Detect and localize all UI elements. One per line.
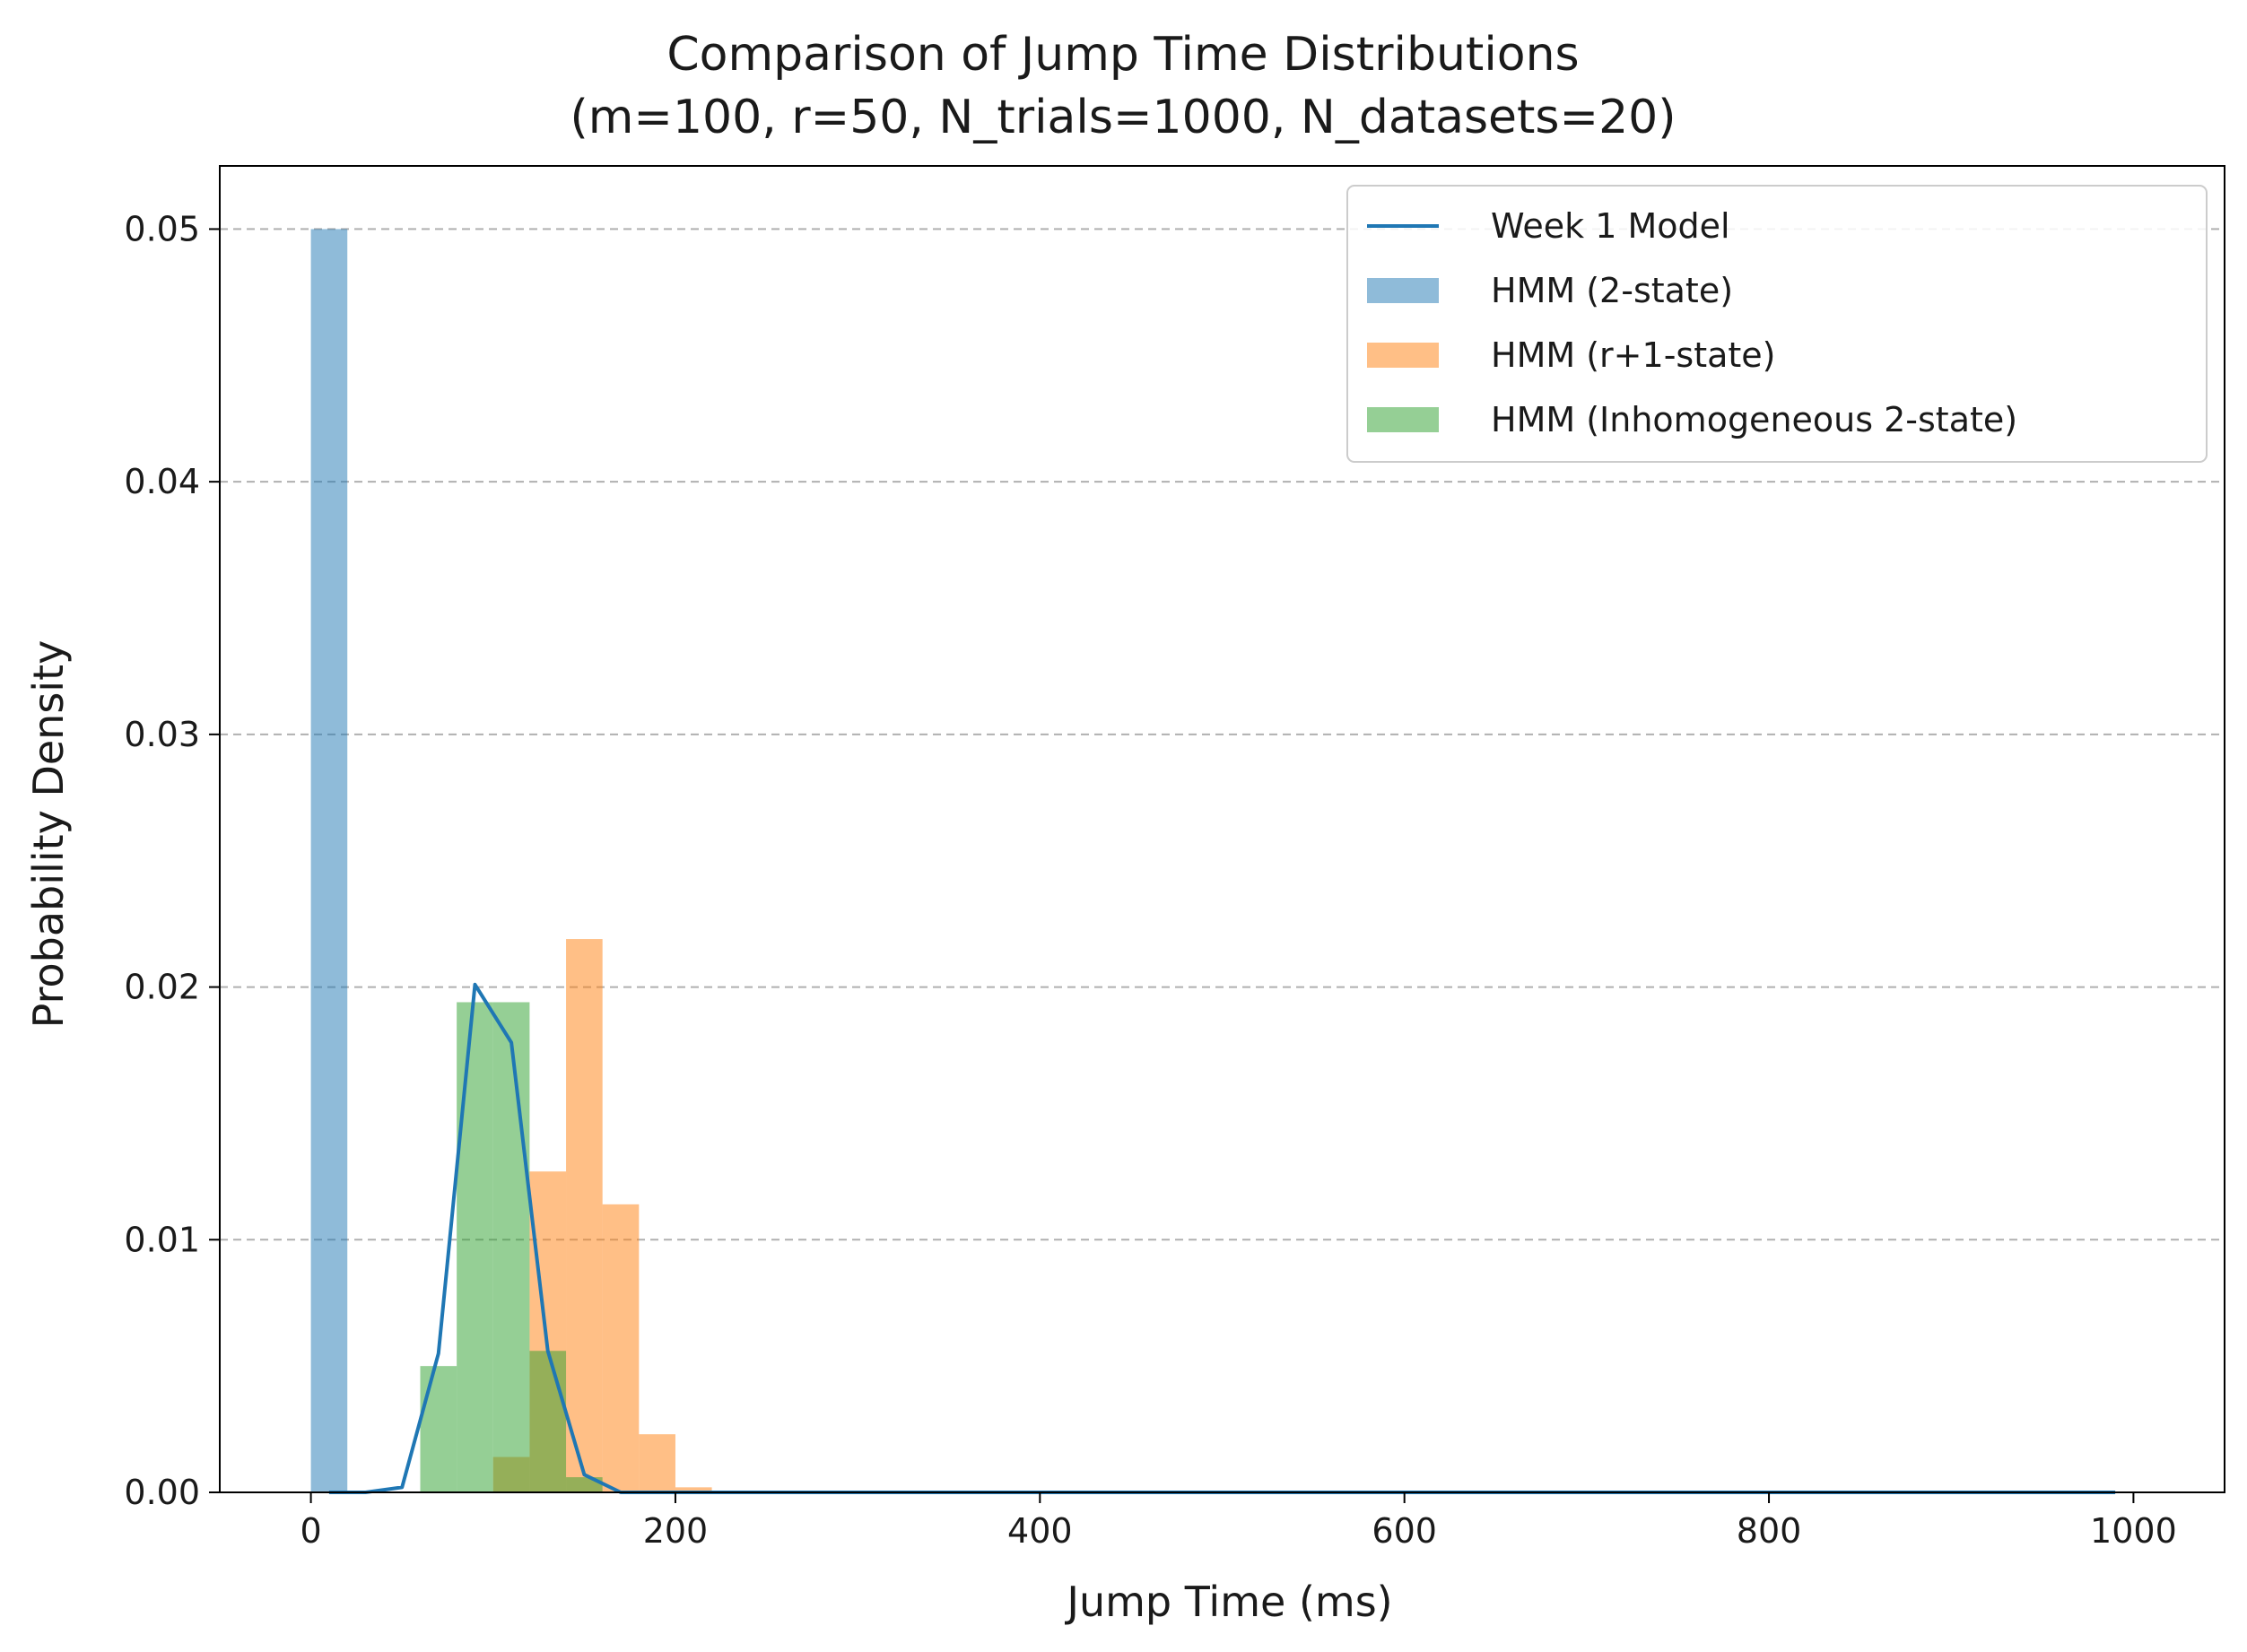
- bar-hmm-inhomogeneous-2-state--2: [492, 1002, 530, 1492]
- legend-swatch-hmm-2-state-: [1367, 278, 1439, 303]
- x-tick-label-2: 400: [1007, 1511, 1073, 1551]
- legend-swatch-hmm-inhomogeneous-2-state-: [1367, 407, 1439, 432]
- legend-label-hmm-inhomogeneous-2-state-: HMM (Inhomogeneous 2-state): [1491, 400, 2017, 439]
- chart-subtitle: (m=100, r=50, N_trials=1000, N_datasets=…: [570, 91, 1676, 144]
- histogram-bars: [310, 229, 712, 1492]
- y-tick-label-4: 0.04: [124, 462, 200, 501]
- bar-hmm-r-1-state--3: [602, 1204, 640, 1492]
- legend-label-hmm-r-1-state-: HMM (r+1-state): [1491, 335, 1776, 375]
- x-axis-ticks: 0 200 400 600 800 1000: [300, 1492, 2177, 1551]
- y-tick-label-0: 0.00: [124, 1473, 200, 1512]
- x-tick-label-4: 800: [1737, 1511, 1802, 1551]
- bar-hmm-r-1-state--4: [639, 1434, 675, 1492]
- x-tick-label-0: 0: [300, 1511, 321, 1551]
- x-axis-label: Jump Time (ms): [1064, 1578, 1392, 1626]
- y-tick-label-5: 0.05: [124, 209, 200, 248]
- legend-label-week-1-model: Week 1 Model: [1491, 206, 1730, 246]
- y-axis-label: Probability Density: [24, 640, 73, 1029]
- legend-label-hmm-2-state-: HMM (2-state): [1491, 271, 1733, 310]
- bar-hmm-r-1-state--2: [566, 939, 603, 1492]
- bar-hmm-2-state--0: [310, 229, 348, 1492]
- legend-box: [1346, 185, 2208, 463]
- y-tick-label-2: 0.02: [124, 968, 200, 1007]
- legend-swatch-hmm-r-1-state-: [1367, 343, 1439, 368]
- x-tick-label-3: 600: [1372, 1511, 1437, 1551]
- bar-hmm-inhomogeneous-2-state--0: [420, 1366, 457, 1492]
- bar-hmm-inhomogeneous-2-state--1: [457, 1002, 493, 1492]
- y-tick-label-3: 0.03: [124, 715, 200, 754]
- y-tick-label-1: 0.01: [124, 1220, 200, 1259]
- x-tick-label-1: 200: [643, 1511, 709, 1551]
- x-tick-label-5: 1000: [2090, 1511, 2177, 1551]
- legend: Week 1 Model HMM (2-state) HMM (r+1-state)…: [1346, 185, 2208, 463]
- bar-hmm-inhomogeneous-2-state--3: [529, 1351, 567, 1492]
- plot-frame: [219, 165, 2225, 1493]
- bar-hmm-r-1-state--5: [675, 1487, 712, 1492]
- y-axis-ticks: 0.00 0.01 0.02 0.03 0.04 0.05: [124, 209, 220, 1512]
- chart-title: Comparison of Jump Time Distributions: [666, 28, 1579, 82]
